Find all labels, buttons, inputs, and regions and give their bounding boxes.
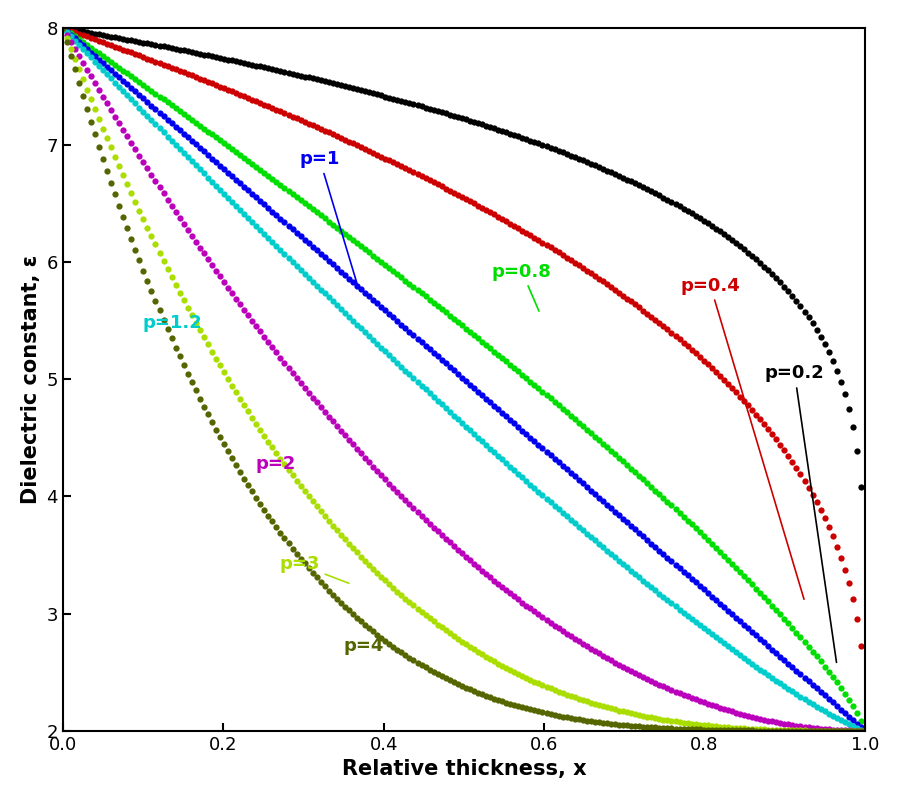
Text: p=0.4: p=0.4 [680,277,804,599]
Text: p=0.2: p=0.2 [765,365,836,662]
Text: p=1.2: p=1.2 [143,314,202,332]
Y-axis label: Dielectric constant, ε: Dielectric constant, ε [21,254,40,504]
X-axis label: Relative thickness, x: Relative thickness, x [342,759,586,779]
Text: p=1: p=1 [300,150,357,284]
Text: p=3: p=3 [279,555,349,583]
Text: p=0.8: p=0.8 [492,262,552,311]
Text: p=2: p=2 [256,454,296,473]
Text: p=4: p=4 [344,638,384,655]
